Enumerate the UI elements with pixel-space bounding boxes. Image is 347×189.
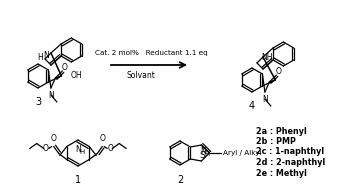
Text: O: O: [61, 64, 67, 73]
Text: H: H: [205, 151, 210, 157]
Text: 1: 1: [75, 175, 81, 185]
Text: 2e : Methyl: 2e : Methyl: [256, 169, 307, 177]
Text: O: O: [51, 134, 57, 143]
Text: H: H: [37, 53, 43, 63]
Text: Cat. 2 mol%   Reductant 1.1 eq: Cat. 2 mol% Reductant 1.1 eq: [95, 50, 208, 56]
Text: OH: OH: [70, 70, 82, 80]
Text: 2: 2: [177, 175, 183, 185]
Text: 4: 4: [249, 101, 255, 111]
Text: N: N: [75, 145, 81, 153]
Text: O: O: [276, 67, 281, 77]
Text: N: N: [201, 146, 206, 156]
Text: O: O: [43, 144, 49, 153]
Text: 2b : PMP: 2b : PMP: [256, 137, 296, 146]
Text: N: N: [43, 51, 49, 60]
Text: Solvant: Solvant: [127, 71, 155, 81]
Text: O: O: [99, 134, 105, 143]
Text: 2c : 1-naphthyl: 2c : 1-naphthyl: [256, 147, 324, 156]
Text: H: H: [79, 149, 85, 155]
Text: O: O: [107, 144, 113, 153]
Text: N: N: [262, 94, 268, 104]
Text: 2a : Phenyl: 2a : Phenyl: [256, 126, 307, 136]
Text: 2d : 2-naphthyl: 2d : 2-naphthyl: [256, 158, 325, 167]
Text: Aryl / Alkyl: Aryl / Alkyl: [223, 150, 262, 156]
Text: NH: NH: [261, 53, 272, 63]
Text: 3: 3: [35, 97, 41, 107]
Text: N: N: [48, 91, 54, 99]
Text: S: S: [200, 152, 205, 160]
